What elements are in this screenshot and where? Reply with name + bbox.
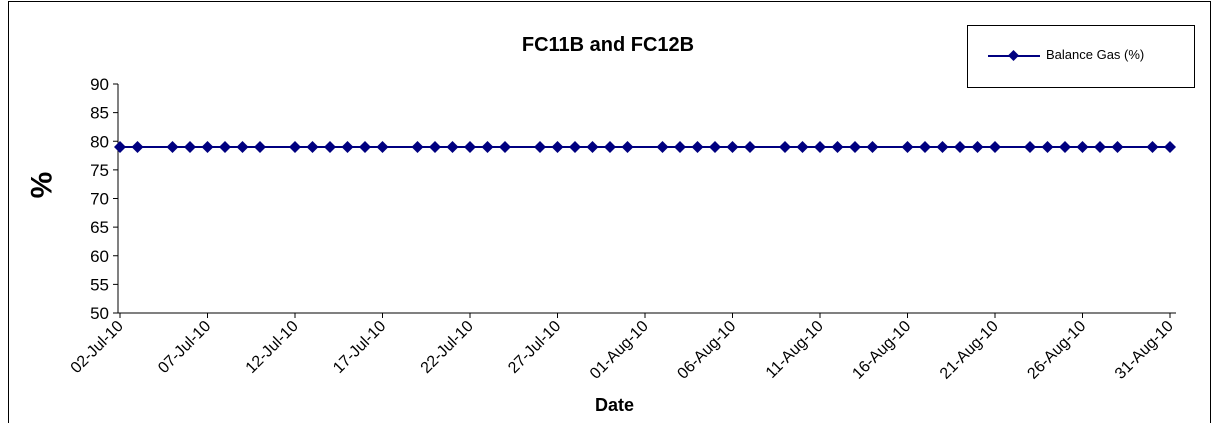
y-tick-label: 70 — [90, 190, 109, 209]
y-tick-label: 75 — [90, 161, 109, 180]
x-tick-label: 01-Aug-10 — [587, 318, 652, 383]
y-tick-label: 85 — [90, 104, 109, 123]
data-point — [936, 140, 949, 153]
chart-frame — [8, 1, 1211, 423]
x-tick-label: 07-Jul-10 — [155, 318, 214, 377]
data-point — [621, 140, 634, 153]
data-point — [954, 140, 966, 153]
data-point — [254, 140, 266, 153]
x-axis-label: Date — [595, 395, 635, 415]
data-point — [551, 140, 564, 153]
data-point — [1094, 140, 1106, 153]
data-point — [201, 140, 214, 153]
data-point — [919, 140, 931, 153]
data-point — [726, 140, 739, 153]
data-point — [341, 140, 354, 153]
x-tick-label: 16-Aug-10 — [849, 318, 914, 383]
data-point — [1076, 140, 1089, 153]
data-point — [849, 140, 861, 153]
x-tick-label: 02-Jul-10 — [68, 318, 127, 377]
data-point — [324, 140, 336, 153]
data-point — [866, 140, 879, 153]
data-point — [236, 140, 249, 153]
data-point — [796, 140, 809, 153]
x-tick-label: 21-Aug-10 — [937, 318, 1002, 383]
y-axis-label: % — [25, 171, 59, 199]
data-point — [429, 140, 441, 153]
data-point — [446, 140, 459, 153]
data-point — [376, 140, 389, 153]
data-point — [1111, 140, 1124, 153]
x-tick-label: 31-Aug-10 — [1112, 318, 1177, 383]
x-tick-label: 17-Jul-10 — [330, 318, 389, 377]
data-point — [359, 140, 371, 153]
data-point — [656, 140, 669, 153]
data-point — [604, 140, 616, 153]
data-point — [1024, 140, 1036, 153]
data-point — [464, 140, 476, 153]
y-tick-label: 90 — [90, 75, 109, 94]
legend-marker-diamond — [1008, 50, 1019, 61]
data-point — [499, 140, 511, 153]
x-tick-label: 27-Jul-10 — [505, 318, 564, 377]
data-point — [989, 140, 1001, 153]
x-tick-label: 12-Jul-10 — [243, 318, 302, 377]
data-point — [1146, 140, 1159, 153]
data-point — [1041, 140, 1054, 153]
x-tick-label: 06-Aug-10 — [674, 318, 739, 383]
data-point — [709, 140, 721, 153]
data-point — [779, 140, 791, 153]
legend: Balance Gas (%) — [967, 25, 1195, 88]
data-point — [744, 140, 756, 153]
chart-title: FC11B and FC12B — [521, 34, 695, 56]
data-point — [569, 140, 581, 153]
data-point — [219, 140, 231, 153]
y-tick-label: 55 — [90, 275, 109, 294]
y-tick-label: 60 — [90, 247, 109, 266]
data-point — [971, 140, 984, 153]
y-tick-label: 80 — [90, 132, 109, 151]
data-point — [411, 140, 424, 153]
data-point — [691, 140, 704, 153]
x-tick-label: 11-Aug-10 — [763, 318, 827, 382]
x-tick-label: 26-Aug-10 — [1024, 318, 1089, 383]
data-point — [131, 140, 144, 153]
data-point — [1059, 140, 1071, 153]
data-point — [306, 140, 319, 153]
y-tick-label: 65 — [90, 218, 109, 237]
data-point — [674, 140, 686, 153]
data-point — [901, 140, 914, 153]
data-point — [114, 140, 126, 153]
data-point — [166, 140, 179, 153]
data-point — [534, 140, 546, 153]
data-point — [586, 140, 599, 153]
data-point — [1164, 140, 1176, 153]
data-point — [481, 140, 494, 153]
data-point — [814, 140, 826, 153]
y-tick-label: 50 — [90, 304, 109, 323]
legend-label: Balance Gas (%) — [1046, 47, 1145, 62]
data-point — [289, 140, 301, 153]
data-point — [831, 140, 844, 153]
x-tick-label: 22-Jul-10 — [418, 318, 477, 377]
data-point — [184, 140, 196, 153]
